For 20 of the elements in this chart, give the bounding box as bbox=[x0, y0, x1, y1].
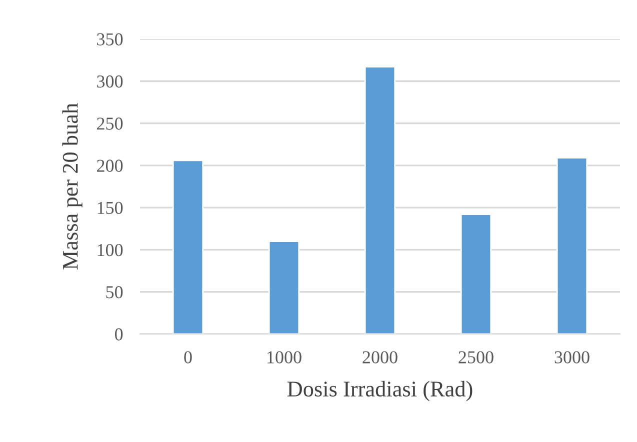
x-axis-title: Dosis Irradiasi (Rad) bbox=[287, 380, 472, 402]
bar bbox=[172, 160, 204, 334]
y-tick-label: 150 bbox=[98, 202, 123, 214]
x-tick-label: 3000 bbox=[554, 351, 590, 364]
x-tick-label: 2000 bbox=[362, 351, 398, 364]
y-tick-label: 300 bbox=[97, 75, 123, 88]
bar bbox=[364, 66, 396, 334]
y-tick-label: 100 bbox=[98, 244, 123, 256]
bar bbox=[556, 157, 588, 334]
bar bbox=[268, 240, 300, 334]
x-tick-label: 0 bbox=[184, 351, 192, 364]
y-tick-label: 0 bbox=[114, 328, 123, 340]
x-tick-label: 1000 bbox=[268, 351, 302, 364]
y-tick-label: 200 bbox=[97, 160, 123, 172]
y-tick-label: 250 bbox=[97, 118, 123, 130]
x-tick-label: 2500 bbox=[458, 351, 494, 364]
y-tick-label: 350 bbox=[97, 33, 123, 46]
y-tick-label: 50 bbox=[106, 286, 123, 298]
bar bbox=[460, 214, 492, 334]
y-axis-title: Massa per 20 buah bbox=[62, 103, 82, 270]
